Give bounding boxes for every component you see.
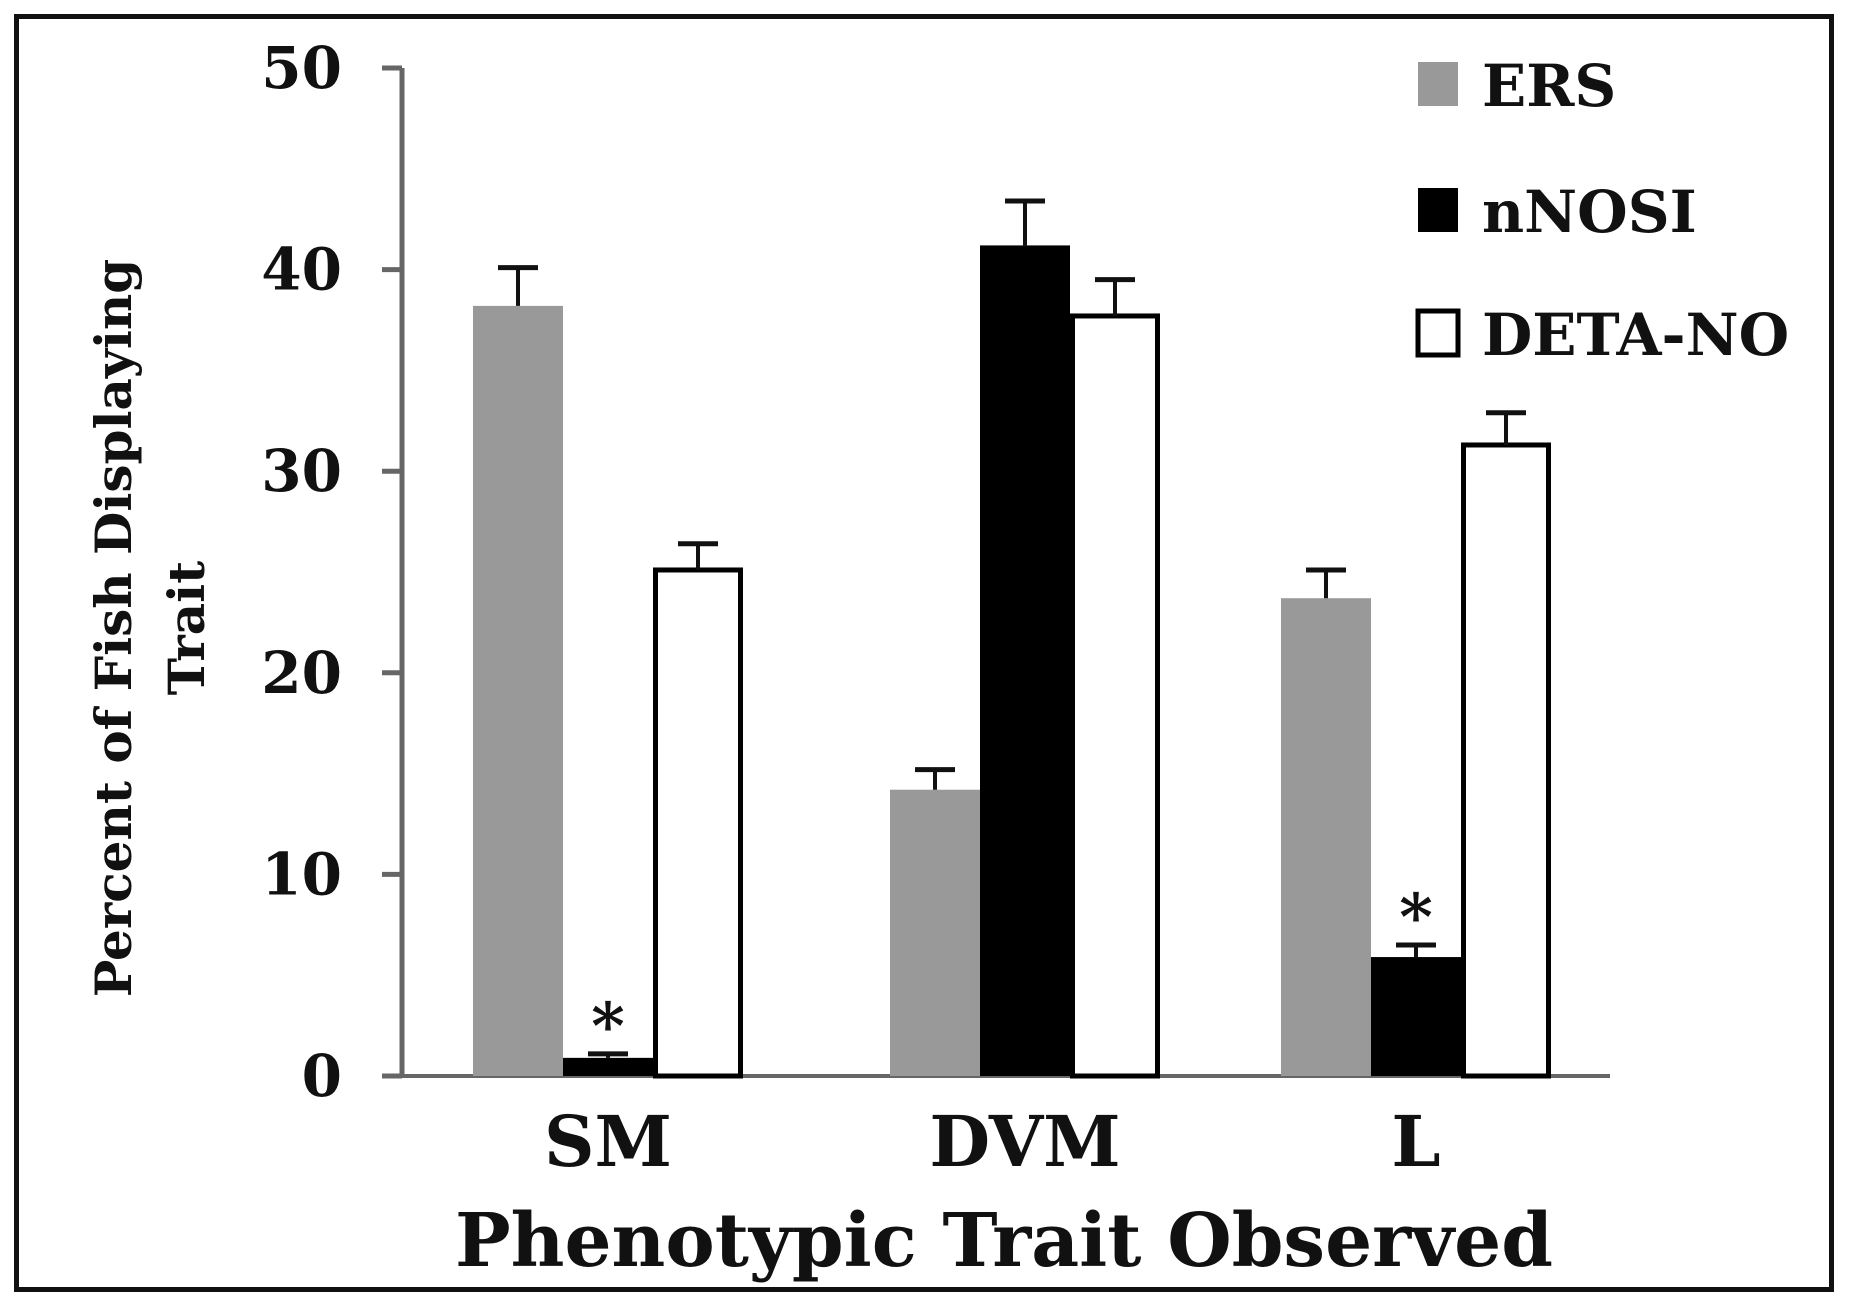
significance-asterisk: * — [591, 989, 624, 1064]
bar-deta-no-sm — [653, 567, 743, 1079]
bar-nnosi-dvm — [980, 245, 1070, 1076]
y-tick-label: 40 — [261, 236, 342, 304]
y-tick-label: 0 — [302, 1042, 342, 1110]
bar-ers-dvm — [890, 789, 980, 1076]
y-tick-label: 20 — [261, 639, 342, 707]
bar-ers-l — [1281, 598, 1371, 1076]
bar-deta-no-l — [1461, 442, 1551, 1079]
legend-swatch-nnosi — [1418, 188, 1458, 232]
bar-ers-sm — [473, 305, 563, 1076]
x-axis-title: Phenotypic Trait Observed — [455, 1198, 1553, 1284]
y-axis: 0 10 20 30 40 50 — [261, 34, 405, 1110]
annotations: ** — [591, 880, 1432, 1064]
significance-asterisk: * — [1399, 880, 1432, 955]
x-tick-label: L — [1391, 1100, 1440, 1183]
y-axis-title-line2: Trait — [157, 561, 216, 695]
legend-label-deta-no: DETA-NO — [1482, 301, 1789, 369]
bar-nnosi-l — [1371, 957, 1461, 1076]
y-tick-label: 50 — [261, 34, 342, 102]
error-bars — [498, 198, 1526, 1058]
legend-swatch-deta-no — [1415, 308, 1461, 358]
y-tick-label: 10 — [261, 840, 342, 908]
x-tick-label: DVM — [929, 1100, 1120, 1183]
x-tick-label: SM — [544, 1100, 672, 1183]
bar-deta-no-dvm — [1070, 313, 1160, 1079]
y-tick-label: 30 — [261, 437, 342, 505]
bars — [473, 245, 1551, 1079]
bar-nnosi-sm — [563, 1057, 653, 1076]
legend-label-nnosi: nNOSI — [1482, 178, 1697, 246]
y-axis-title-line1: Percent of Fish Displaying — [84, 259, 143, 997]
x-axis: SM DVM L — [402, 1074, 1610, 1183]
legend: ERS nNOSI DETA-NO — [1415, 52, 1789, 369]
legend-label-ers: ERS — [1482, 52, 1616, 120]
legend-swatch-ers — [1418, 62, 1458, 106]
